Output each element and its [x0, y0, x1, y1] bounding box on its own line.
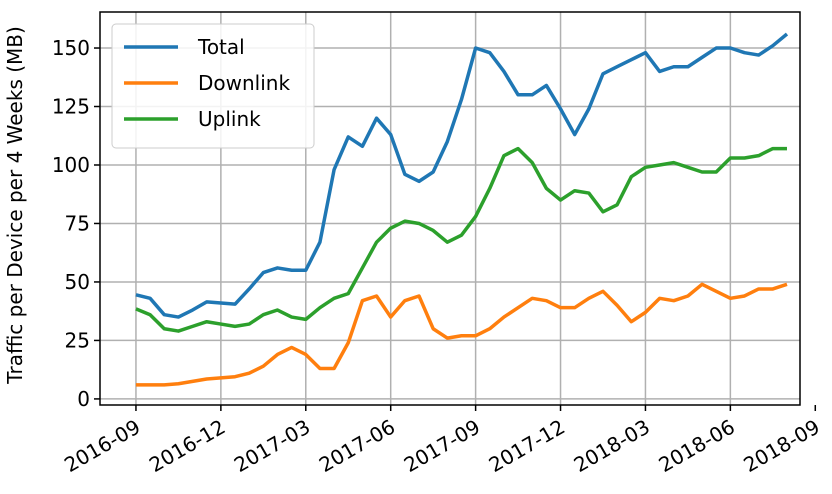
- plot-frame: [99, 11, 801, 406]
- y-tick-label: 100: [52, 153, 90, 177]
- legend-box: [111, 23, 315, 149]
- x-tick-label: 2017-03: [230, 415, 314, 478]
- x-tick-label: 2016-09: [60, 415, 144, 478]
- line-series: [135, 146, 787, 333]
- x-tick-label: 2018-06: [654, 415, 738, 478]
- x-tick-label: 2017-09: [400, 415, 484, 478]
- x-tick-label: 2018-03: [570, 415, 654, 478]
- y-tick-label: 25: [65, 328, 90, 352]
- y-tick-label: 75: [65, 211, 90, 235]
- y-tick-label: 0: [77, 387, 90, 411]
- legend-label: Uplink: [198, 107, 261, 131]
- x-tick-label: 2017-12: [485, 415, 569, 478]
- y-tick-label: 50: [65, 270, 90, 294]
- x-tick-label: 2016-12: [145, 415, 229, 478]
- y-tick-label: 150: [52, 36, 90, 60]
- y-axis-label: Traffic per Device per 4 Weeks (MB): [3, 26, 27, 385]
- x-tick-label: 2018-09: [739, 415, 823, 478]
- line-series: [135, 282, 788, 387]
- x-tick-label: 2017-06: [315, 415, 399, 478]
- legend-label: Downlink: [198, 71, 290, 95]
- line-series: [135, 32, 789, 319]
- y-tick-label: 125: [52, 95, 90, 119]
- legend-label: Total: [197, 35, 245, 59]
